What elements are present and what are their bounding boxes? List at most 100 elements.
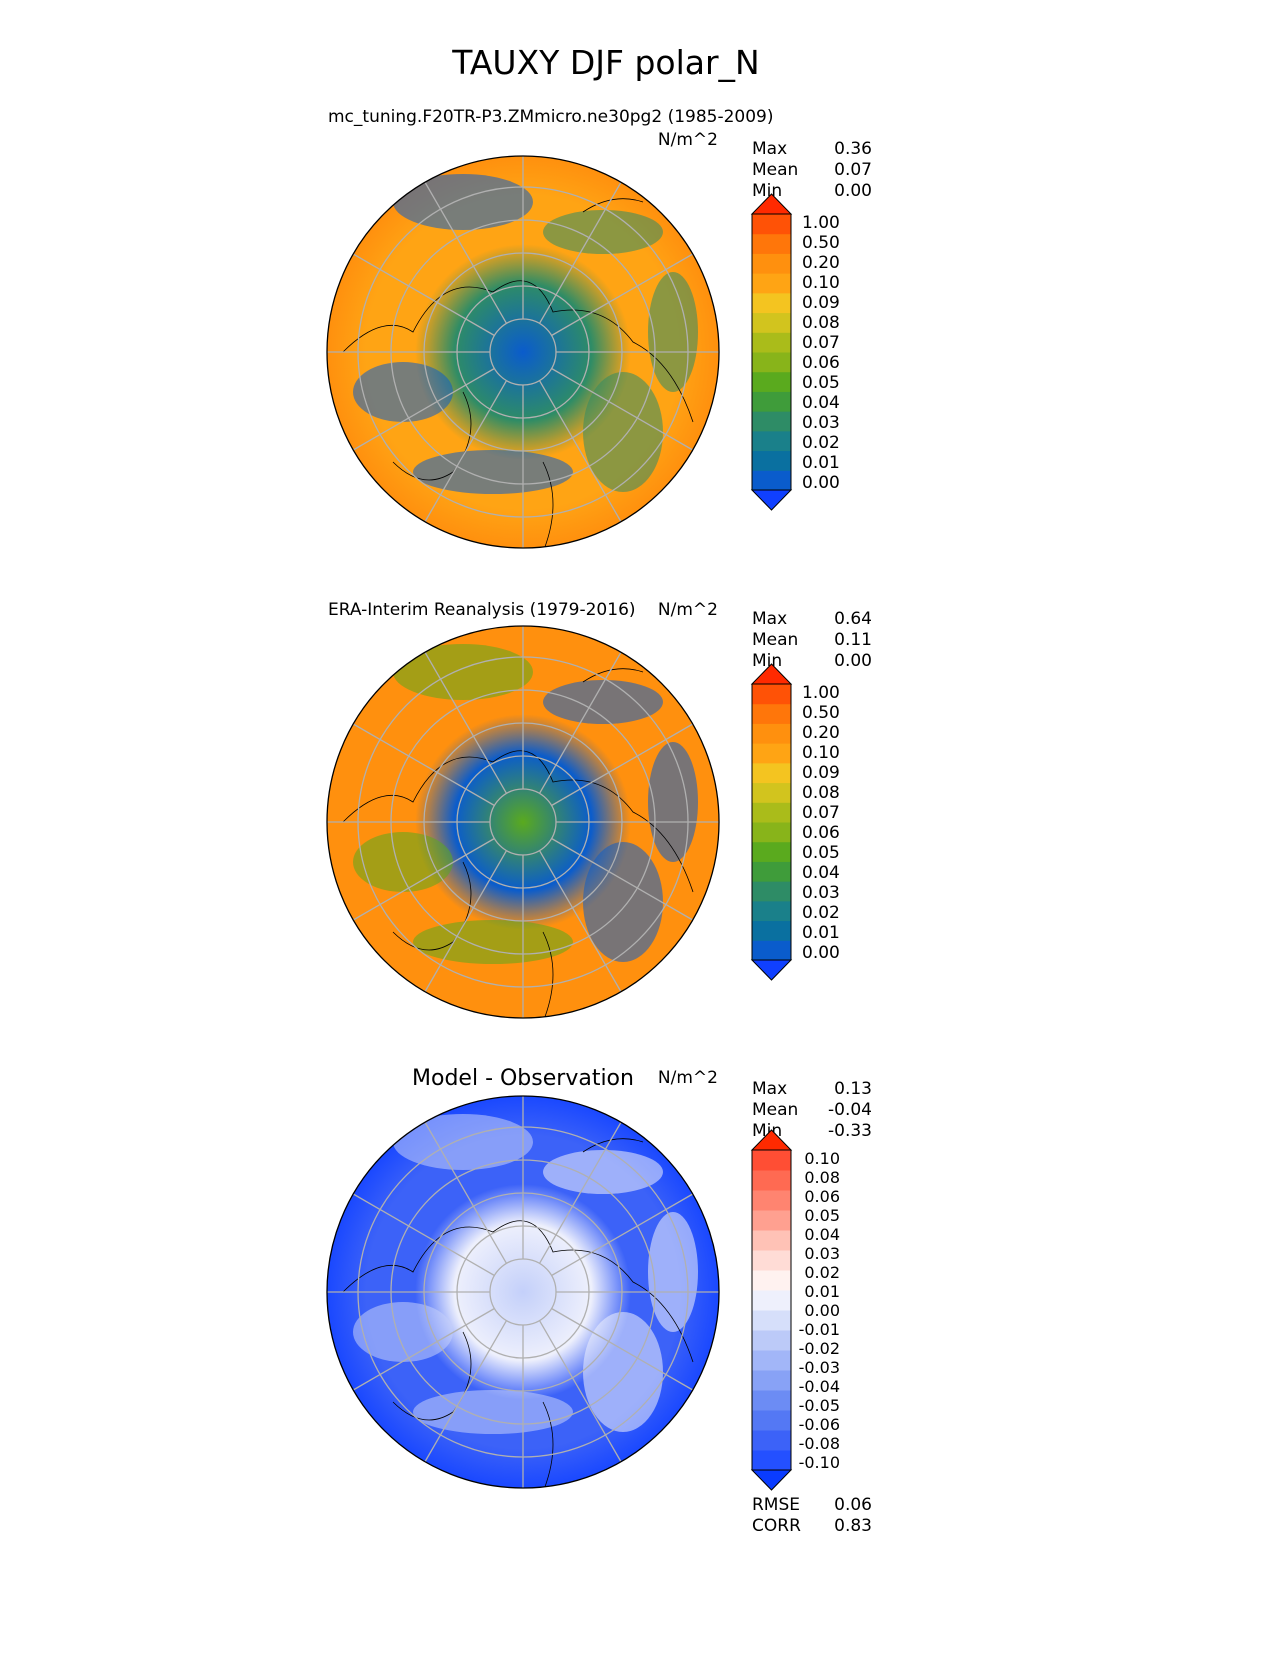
longitude-gridline bbox=[424, 380, 508, 523]
colorbar-tick-label: 0.06 bbox=[804, 1187, 840, 1206]
field-blob bbox=[583, 372, 663, 492]
colorbar-tick-label: 0.03 bbox=[802, 413, 840, 433]
colorbar-segment bbox=[752, 940, 791, 961]
colorbar-tick-label: 0.07 bbox=[802, 803, 840, 823]
stat-value: -0.04 bbox=[828, 1100, 872, 1120]
colorbar-tick-label: 0.03 bbox=[804, 1244, 840, 1263]
stat-value: 0.36 bbox=[834, 139, 872, 159]
map-boundary bbox=[326, 1095, 720, 1489]
colorbar-tick-label: 0.50 bbox=[802, 233, 840, 253]
colorbar-segment bbox=[752, 920, 791, 941]
colorbar-tick-label: -0.03 bbox=[799, 1358, 840, 1377]
panel-title: ERA-Interim Reanalysis (1979-2016) bbox=[328, 600, 636, 620]
colorbar-tick-label: 0.09 bbox=[802, 763, 840, 783]
colorbar-segment bbox=[752, 371, 791, 392]
polar-map bbox=[327, 1096, 719, 1488]
colorbar-segment bbox=[752, 1150, 791, 1171]
colorbar-segment bbox=[752, 411, 791, 432]
colorbar-tick-label: 0.00 bbox=[802, 943, 840, 963]
longitude-gridline bbox=[551, 253, 694, 337]
figure-title: TAUXY DJF polar_N bbox=[451, 43, 759, 82]
colorbar-segment bbox=[752, 1250, 791, 1271]
colorbar-tick-label: 0.50 bbox=[802, 703, 840, 723]
colorbar-tick-label: -0.01 bbox=[799, 1320, 840, 1339]
metric-label: CORR bbox=[752, 1516, 801, 1536]
colorbar-frame bbox=[751, 213, 792, 491]
longitude-gridline bbox=[538, 1121, 622, 1264]
longitude-gridline bbox=[424, 181, 508, 324]
colorbar-segment bbox=[752, 391, 791, 412]
colorbar-tick-label: 0.05 bbox=[802, 843, 840, 863]
colorbar-tick-label: -0.02 bbox=[799, 1339, 840, 1358]
colorbar-segment bbox=[752, 1270, 791, 1291]
stat-label: Max bbox=[752, 1079, 787, 1099]
field-blob bbox=[393, 1114, 533, 1170]
colorbar-tick-label: 0.04 bbox=[804, 1225, 840, 1244]
polar-map bbox=[327, 156, 719, 548]
field-blob bbox=[413, 450, 573, 494]
panel-title: Model - Observation bbox=[412, 1066, 634, 1091]
colorbar-segment bbox=[752, 1370, 791, 1391]
longitude-gridline bbox=[424, 651, 508, 794]
colorbar-tick-label: 0.10 bbox=[802, 273, 840, 293]
colorbar-extend-min bbox=[750, 1469, 793, 1491]
colorbar-tick-label: 0.02 bbox=[804, 1263, 840, 1282]
stat-value: 0.13 bbox=[834, 1079, 872, 1099]
metric-value: 0.06 bbox=[834, 1495, 872, 1515]
colorbar-tick-label: 0.08 bbox=[802, 783, 840, 803]
colorbar-segment bbox=[752, 762, 791, 784]
colorbar-segment bbox=[752, 1310, 791, 1331]
colorbar-segment bbox=[752, 881, 791, 902]
colorbar-segment bbox=[752, 332, 791, 353]
longitude-gridline bbox=[551, 1307, 694, 1391]
colorbar-segment bbox=[752, 822, 791, 843]
colorbar-tick-label: 0.08 bbox=[802, 313, 840, 333]
panel-units: N/m^2 bbox=[658, 600, 718, 620]
longitude-gridline bbox=[352, 253, 495, 337]
longitude-gridline bbox=[538, 651, 622, 794]
stat-value: 0.64 bbox=[834, 609, 872, 629]
stat-label: Mean bbox=[752, 160, 798, 180]
stat-label: Max bbox=[752, 139, 787, 159]
stat-value: 0.11 bbox=[834, 630, 872, 650]
longitude-gridline bbox=[352, 367, 495, 451]
colorbar-tick-label: 0.04 bbox=[802, 393, 840, 413]
longitude-gridline bbox=[352, 723, 495, 807]
longitude-gridline bbox=[538, 850, 622, 993]
colorbar-segment bbox=[752, 1290, 791, 1311]
colorbar-segment bbox=[752, 470, 791, 491]
colorbar-tick-label: 0.10 bbox=[802, 743, 840, 763]
colorbar: -0.10-0.08-0.06-0.05-0.04-0.03-0.02-0.01… bbox=[750, 1129, 840, 1491]
colorbar-segment bbox=[752, 1330, 791, 1351]
field-blob bbox=[543, 680, 663, 724]
colorbar: 0.000.010.020.030.040.050.060.070.080.09… bbox=[750, 193, 840, 511]
colorbar-segment bbox=[752, 1350, 791, 1371]
stat-value: 0.07 bbox=[834, 160, 872, 180]
field-blob bbox=[353, 832, 453, 892]
longitude-gridline bbox=[424, 1121, 508, 1264]
colorbar-tick-label: 0.20 bbox=[802, 723, 840, 743]
stat-value: 0.00 bbox=[834, 181, 872, 201]
colorbar-tick-label: 0.09 bbox=[802, 293, 840, 313]
colorbar-tick-label: -0.05 bbox=[799, 1396, 840, 1415]
colorbar-tick-label: -0.10 bbox=[799, 1453, 840, 1472]
colorbar-frame bbox=[751, 1149, 792, 1471]
colorbar-segment bbox=[752, 352, 791, 373]
stat-label: Max bbox=[752, 609, 787, 629]
field-blob bbox=[543, 1150, 663, 1194]
colorbar-tick-label: 0.08 bbox=[804, 1168, 840, 1187]
colorbar-tick-label: 0.00 bbox=[802, 473, 840, 493]
field-blob bbox=[393, 644, 533, 700]
colorbar-segment bbox=[752, 430, 791, 452]
colorbar-segment bbox=[752, 841, 791, 862]
colorbar-tick-label: 0.03 bbox=[802, 883, 840, 903]
field-blob bbox=[413, 1390, 573, 1434]
field-blob bbox=[583, 1312, 663, 1432]
colorbar-tick-label: 0.10 bbox=[804, 1149, 840, 1168]
colorbar-tick-label: -0.06 bbox=[799, 1415, 840, 1434]
colorbar-segment bbox=[752, 312, 791, 333]
colorbar-tick-label: -0.08 bbox=[799, 1434, 840, 1453]
polar-map bbox=[327, 626, 719, 1018]
colorbar-segment bbox=[752, 743, 791, 764]
colorbar-segment bbox=[752, 273, 791, 294]
